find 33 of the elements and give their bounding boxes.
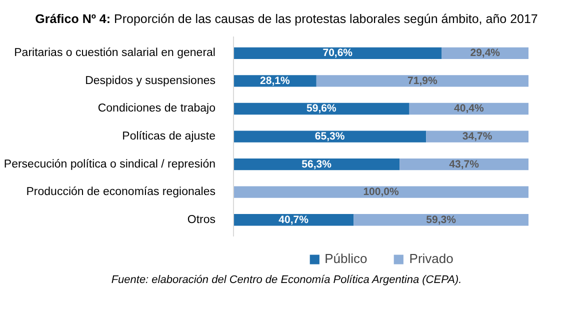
bar <box>426 130 528 142</box>
data-label: 28,1% <box>260 74 290 87</box>
y-tick-label: Persecución política o sindical / represión <box>4 158 216 170</box>
source-note: Fuente: elaboración del Centro de Economía Política Argentina (CEPA). <box>111 273 462 288</box>
data-label: 65,3% <box>314 130 346 143</box>
data-label: 43,7% <box>449 158 480 170</box>
data-label: 40,7% <box>278 214 310 226</box>
data-label: 100,0% <box>363 186 400 198</box>
data-label: 71,9% <box>408 74 438 87</box>
bar <box>234 186 528 198</box>
bar <box>316 75 528 87</box>
y-tick-label: Políticas de ajuste <box>122 130 216 143</box>
data-label: 40,4% <box>454 102 484 115</box>
bar <box>234 102 410 115</box>
data-label: 59,6% <box>306 102 337 115</box>
data-label: 29,4% <box>470 47 501 60</box>
bar <box>234 130 426 142</box>
chart-title: Gráfico Nº 4: Proporción de las causas de las protestas laborales según ámbito, año 2017 <box>35 11 538 28</box>
bar <box>234 47 442 60</box>
y-tick-label: Paritarias o cuestión salarial en general <box>14 47 216 60</box>
legend-label: Privado <box>409 251 454 266</box>
data-label: 34,7% <box>462 130 493 143</box>
y-tick-label: Otros <box>187 214 216 226</box>
y-tick-label: Despidos y suspensiones <box>85 74 216 87</box>
bar <box>354 214 528 226</box>
bar <box>400 158 528 170</box>
bar <box>234 158 400 170</box>
data-label: 59,3% <box>426 214 457 226</box>
y-tick-label: Producción de economías regionales <box>26 186 216 198</box>
data-label: 56,3% <box>302 158 332 170</box>
legend-label: Público <box>324 251 368 266</box>
y-tick-label: Condiciones de trabajo <box>98 102 216 115</box>
data-label: 70,6% <box>322 47 354 60</box>
